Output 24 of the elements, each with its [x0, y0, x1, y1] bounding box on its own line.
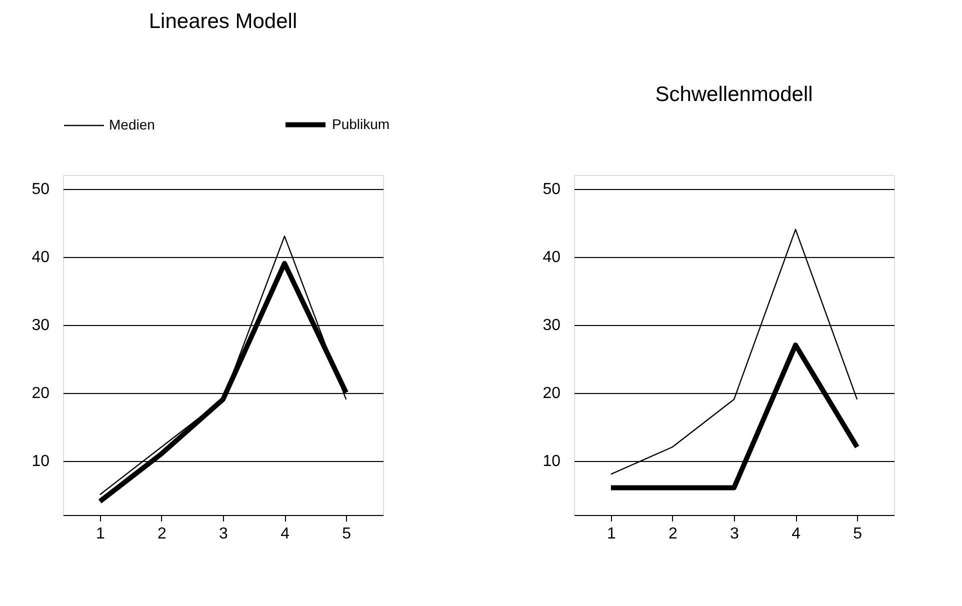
x-tick-label: 1 [606, 526, 616, 542]
x-tick-label: 3 [219, 526, 228, 542]
x-tick-label: 3 [730, 526, 740, 542]
x-tick-label: 2 [668, 526, 678, 542]
x-tick-label: 5 [342, 526, 352, 542]
y-tick-label: 50 [542, 181, 561, 198]
y-tick-label: 10 [32, 453, 50, 470]
y-tick-label: 40 [32, 249, 50, 266]
y-tick-label: 50 [32, 181, 50, 198]
legend-label: Publikum [332, 116, 390, 132]
y-tick-label: 30 [542, 317, 561, 334]
y-tick-label: 20 [542, 385, 561, 402]
y-tick-label: 30 [32, 317, 50, 334]
x-tick-label: 4 [280, 526, 290, 542]
y-tick-label: 40 [542, 249, 561, 266]
chart-title: Schwellenmodell [655, 83, 813, 106]
y-tick-label: 10 [542, 453, 561, 470]
x-tick-label: 2 [158, 526, 167, 542]
x-tick-label: 5 [853, 526, 862, 542]
y-tick-label: 20 [32, 385, 50, 402]
chart-title: Lineares Modell [148, 10, 298, 33]
legend-label: Medien [109, 116, 155, 132]
x-tick-label: 1 [96, 526, 105, 542]
x-tick-label: 4 [792, 526, 801, 542]
